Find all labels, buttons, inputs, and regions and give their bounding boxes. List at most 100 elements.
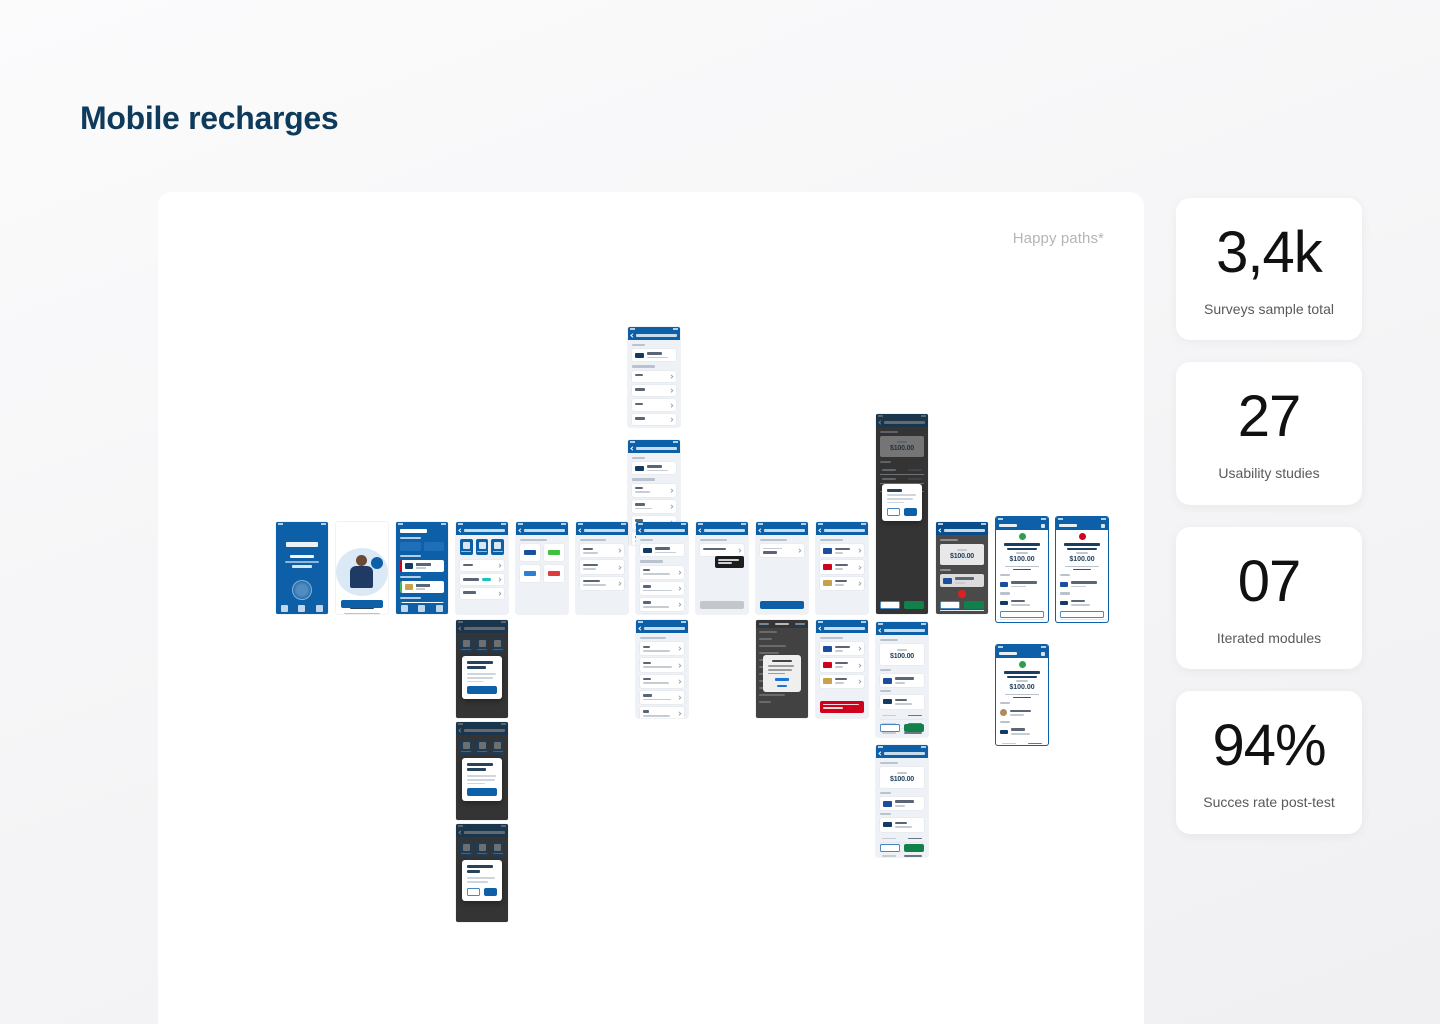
screen-plan-list[interactable] (636, 522, 688, 614)
validation-modal[interactable] (462, 656, 502, 700)
screen-plan-list-expanded[interactable] (636, 620, 688, 718)
fingerprint-icon[interactable] (292, 579, 312, 600)
account-card-credit[interactable] (400, 581, 444, 593)
list-item[interactable] (632, 384, 676, 397)
tab-icon-home[interactable] (281, 605, 289, 612)
continue-button[interactable] (467, 686, 497, 695)
screen-card-selection-error[interactable] (816, 620, 868, 718)
screen-transactions-menu[interactable] (456, 522, 508, 614)
carrier-option-3[interactable] (520, 565, 540, 583)
screen-receipt-success[interactable]: $100.00 (996, 517, 1048, 622)
tab-icon-cards[interactable] (315, 605, 323, 612)
contacts-permission-dialog[interactable] (763, 655, 801, 693)
screen-phone-entry-filled[interactable] (756, 522, 808, 614)
screen-contacts-permission[interactable] (756, 620, 808, 718)
screen-recharge-form-step-1[interactable] (628, 327, 680, 427)
list-item[interactable] (580, 576, 624, 590)
screen-onboarding[interactable] (336, 522, 388, 614)
chip-2[interactable] (423, 542, 444, 551)
phone-input[interactable] (700, 544, 744, 556)
cancel-link[interactable] (759, 623, 770, 625)
back-icon[interactable] (878, 628, 883, 633)
plan-item[interactable] (640, 690, 684, 704)
cancel-button[interactable] (467, 887, 480, 896)
plan-item[interactable] (640, 642, 684, 656)
continue-button[interactable] (760, 601, 804, 609)
card-option[interactable] (820, 576, 864, 590)
allow-button[interactable] (775, 678, 789, 681)
plan-item[interactable] (640, 706, 684, 718)
quick-action-chips[interactable] (400, 542, 444, 551)
card-option[interactable] (820, 560, 864, 574)
screen-phone-entry-tooltip[interactable] (696, 522, 748, 614)
screen-confirmation-secondary[interactable]: $100.00 (876, 745, 928, 857)
contacts-icon[interactable] (737, 548, 742, 552)
plan-item[interactable] (640, 565, 684, 579)
account-card-debit[interactable] (400, 560, 444, 572)
screen-modal-card-blocked[interactable] (456, 722, 508, 820)
card-option[interactable] (820, 674, 864, 688)
share-icon[interactable] (1041, 651, 1045, 656)
carrier-option-4[interactable] (544, 565, 564, 583)
accept-button[interactable] (904, 508, 917, 517)
back-icon[interactable] (818, 626, 823, 631)
done-link[interactable] (794, 623, 805, 625)
selected-card[interactable] (880, 673, 924, 688)
tab-icon-home[interactable] (401, 605, 409, 612)
back-icon[interactable] (698, 528, 703, 533)
back-button[interactable] (880, 724, 900, 732)
back-icon[interactable] (818, 528, 823, 533)
confirm-button[interactable] (964, 601, 984, 609)
list-item[interactable] (580, 544, 624, 558)
screen-modal-enable-card[interactable] (456, 824, 508, 922)
done-button[interactable] (1000, 611, 1044, 618)
back-icon[interactable] (938, 528, 943, 533)
contacts-icon[interactable] (797, 548, 802, 553)
back-icon[interactable] (578, 528, 583, 533)
confirm-button[interactable] (904, 601, 924, 609)
accept-button[interactable] (1060, 611, 1104, 618)
list-item[interactable] (632, 370, 676, 382)
plan-item[interactable] (640, 674, 684, 688)
selected-provider[interactable] (880, 695, 924, 709)
enable-card-modal[interactable] (462, 860, 502, 901)
back-icon[interactable] (630, 446, 635, 451)
deny-button[interactable] (777, 684, 787, 688)
back-button[interactable] (880, 844, 900, 852)
chip-1[interactable] (400, 542, 421, 551)
action-tiles[interactable] (460, 539, 505, 555)
screen-modal-requires-validation[interactable] (456, 620, 508, 718)
back-icon[interactable] (638, 626, 643, 631)
card-option[interactable] (820, 642, 864, 656)
list-item[interactable] (632, 399, 676, 411)
plan-item[interactable] (640, 581, 684, 595)
screen-receipt-rejected[interactable]: $100.00 (1056, 517, 1108, 622)
list-item[interactable] (632, 499, 676, 513)
screen-carrier-grid[interactable] (516, 522, 568, 614)
back-icon[interactable] (518, 528, 523, 533)
tab-icon-transfers[interactable] (298, 605, 306, 612)
edit-data-modal[interactable] (882, 484, 922, 522)
selected-provider-card[interactable] (640, 544, 684, 557)
list-item-recharge[interactable] (460, 574, 504, 585)
selected-card[interactable] (880, 796, 924, 811)
selected-provider-card[interactable] (632, 462, 676, 475)
close-icon[interactable] (458, 528, 463, 533)
share-icon[interactable] (1101, 523, 1105, 528)
tile-transfer[interactable] (460, 539, 473, 555)
list-item[interactable] (632, 483, 676, 497)
tab-icon-menu[interactable] (435, 605, 443, 612)
phone-input-filled[interactable] (760, 544, 804, 558)
cancel-button[interactable] (887, 508, 900, 517)
back-icon[interactable] (878, 751, 883, 756)
tab-bar[interactable] (276, 603, 328, 614)
confirm-button[interactable] (904, 844, 924, 852)
carrier-option-1[interactable] (520, 544, 540, 562)
share-icon[interactable] (1041, 523, 1045, 528)
back-icon[interactable] (630, 333, 635, 338)
blocked-modal[interactable] (462, 758, 502, 802)
tile-pay-cards[interactable] (491, 539, 505, 555)
accept-button[interactable] (484, 887, 497, 896)
back-button[interactable] (940, 601, 960, 609)
carrier-option-2[interactable] (544, 544, 564, 562)
